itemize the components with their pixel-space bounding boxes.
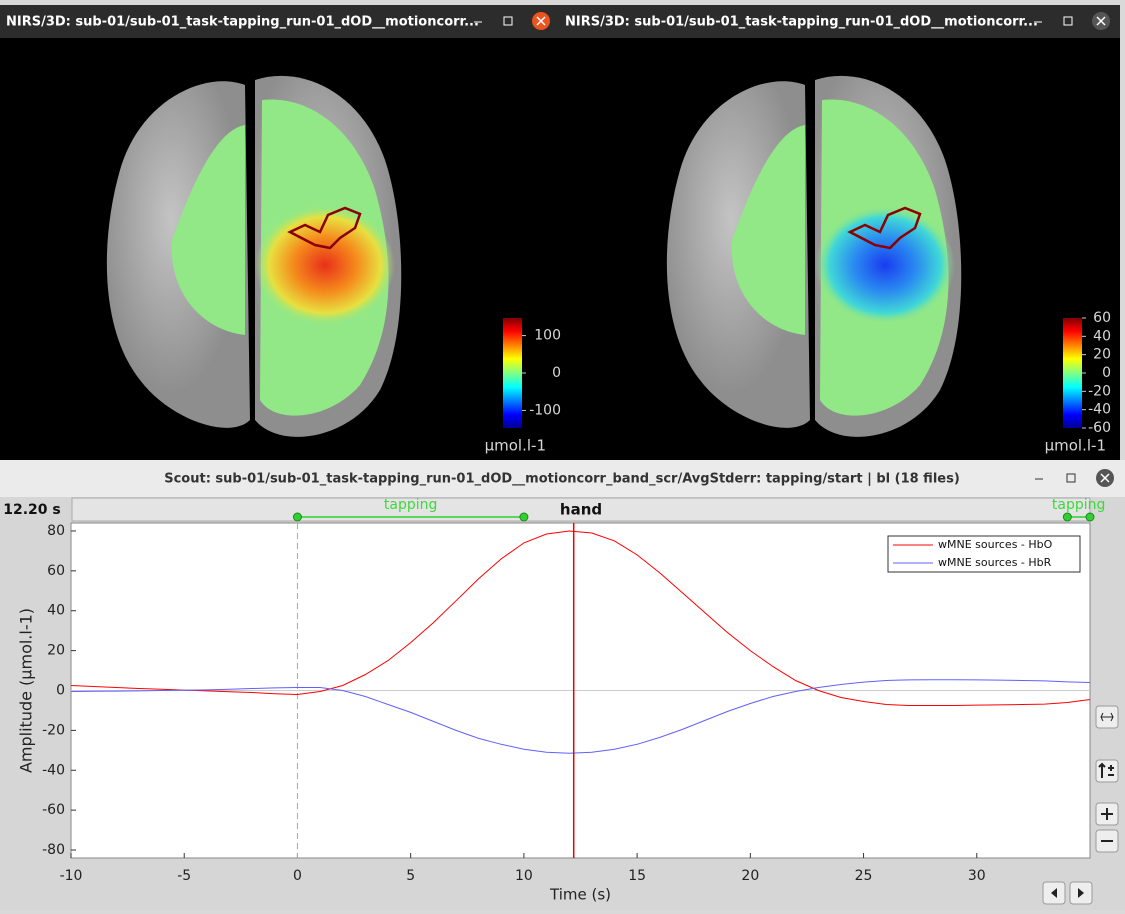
- x-tick-label: 15: [628, 868, 646, 884]
- y-tick-label: 60: [47, 563, 65, 579]
- colorbar: [503, 318, 522, 428]
- colorbar-tick-label: -100: [529, 402, 561, 418]
- chart-title: hand: [560, 501, 602, 519]
- colorbar-tick-label: -60: [1088, 420, 1111, 436]
- legend-label: wMNE sources - HbO: [938, 538, 1053, 551]
- y-tick-label: 80: [47, 523, 65, 539]
- y-axis-label: Amplitude (μmol.l-1): [17, 608, 36, 773]
- event-marker: [1062, 512, 1072, 522]
- y-tick-label: 0: [56, 683, 65, 699]
- overlay: [171, 125, 245, 335]
- colorbar-tick-label: 60: [1093, 310, 1111, 326]
- button-icon: [1078, 888, 1084, 898]
- maximize-button[interactable]: [503, 16, 513, 26]
- close-icon: [1096, 16, 1106, 26]
- x-axis-label: Time (s): [549, 886, 611, 904]
- scout-outline: [847, 206, 922, 250]
- y-tick-label: 40: [47, 603, 65, 619]
- scout-window: Scout: sub-01/sub-01_task-tapping_run-01…: [0, 460, 1125, 910]
- legend-label: wMNE sources - HbR: [938, 556, 1052, 569]
- title-bar: [0, 460, 1125, 497]
- y-tick-label: -80: [42, 842, 65, 858]
- brain-render: [666, 75, 962, 437]
- x-tick-label: 10: [515, 868, 533, 884]
- x-tick-label: 30: [968, 868, 986, 884]
- close-icon: [1100, 473, 1110, 483]
- y-tick-label: -40: [42, 762, 65, 778]
- event-label: tapping: [384, 497, 438, 513]
- x-tick-label: 20: [741, 868, 759, 884]
- time-label: 12.20 s: [3, 502, 61, 518]
- y-tick-label: -20: [42, 722, 65, 738]
- legend: [887, 535, 1081, 573]
- button-icon: [1100, 712, 1114, 722]
- x-tick-label: -5: [177, 868, 191, 884]
- maximize-button[interactable]: [1063, 16, 1073, 26]
- window-title: Scout: sub-01/sub-01_task-tapping_run-01…: [164, 472, 960, 487]
- event-bar[interactable]: [71, 497, 1091, 522]
- brain-render: [106, 75, 402, 437]
- button[interactable]: [1095, 759, 1119, 783]
- series-line: [70, 530, 1091, 706]
- colorbar-tick-label: 0: [552, 365, 561, 381]
- activation: [815, 205, 955, 325]
- window-title: NIRS/3D: sub-01/sub-01_task-tapping_run-…: [565, 15, 1038, 30]
- colorbar-unit: μmol.l-1: [485, 437, 546, 455]
- series-line: [70, 679, 1091, 754]
- colorbar-unit: μmol.l-1: [1045, 437, 1106, 455]
- x-tick-label: 0: [293, 868, 302, 884]
- button-icon: [1101, 808, 1113, 820]
- colorbar: [1063, 318, 1082, 428]
- colorbar-tick-label: -20: [1088, 383, 1111, 399]
- scout-outline: [287, 206, 362, 250]
- button-icon: [1051, 888, 1057, 898]
- event-marker: [1085, 512, 1095, 522]
- close-icon: [536, 16, 546, 26]
- title-bar: [0, 5, 560, 38]
- x-tick-label: -10: [60, 868, 83, 884]
- colorbar-tick-label: 20: [1093, 347, 1111, 363]
- event-marker: [519, 512, 529, 522]
- event-label: tapping: [1052, 497, 1106, 513]
- y-tick-label: -60: [42, 802, 65, 818]
- toolbar: [1042, 705, 1119, 905]
- colorbar-tick-label: -40: [1088, 402, 1111, 418]
- title-bar: [560, 5, 1120, 38]
- event-marker: [292, 512, 302, 522]
- y-tick-label: 20: [47, 643, 65, 659]
- colorbar-tick-label: 100: [534, 328, 561, 344]
- activation: [255, 205, 395, 325]
- x-tick-label: 25: [855, 868, 873, 884]
- colorbar-tick-label: 0: [1102, 365, 1111, 381]
- overlay: [731, 125, 805, 335]
- maximize-button[interactable]: [1066, 473, 1076, 483]
- window-title: NIRS/3D: sub-01/sub-01_task-tapping_run-…: [6, 15, 479, 30]
- colorbar-tick-label: 40: [1093, 328, 1111, 344]
- x-tick-label: 5: [406, 868, 415, 884]
- button-icon: [1098, 762, 1114, 778]
